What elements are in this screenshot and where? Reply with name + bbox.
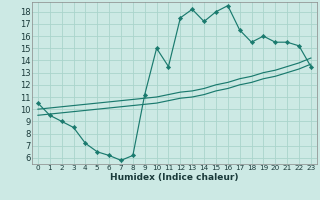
X-axis label: Humidex (Indice chaleur): Humidex (Indice chaleur)	[110, 173, 239, 182]
